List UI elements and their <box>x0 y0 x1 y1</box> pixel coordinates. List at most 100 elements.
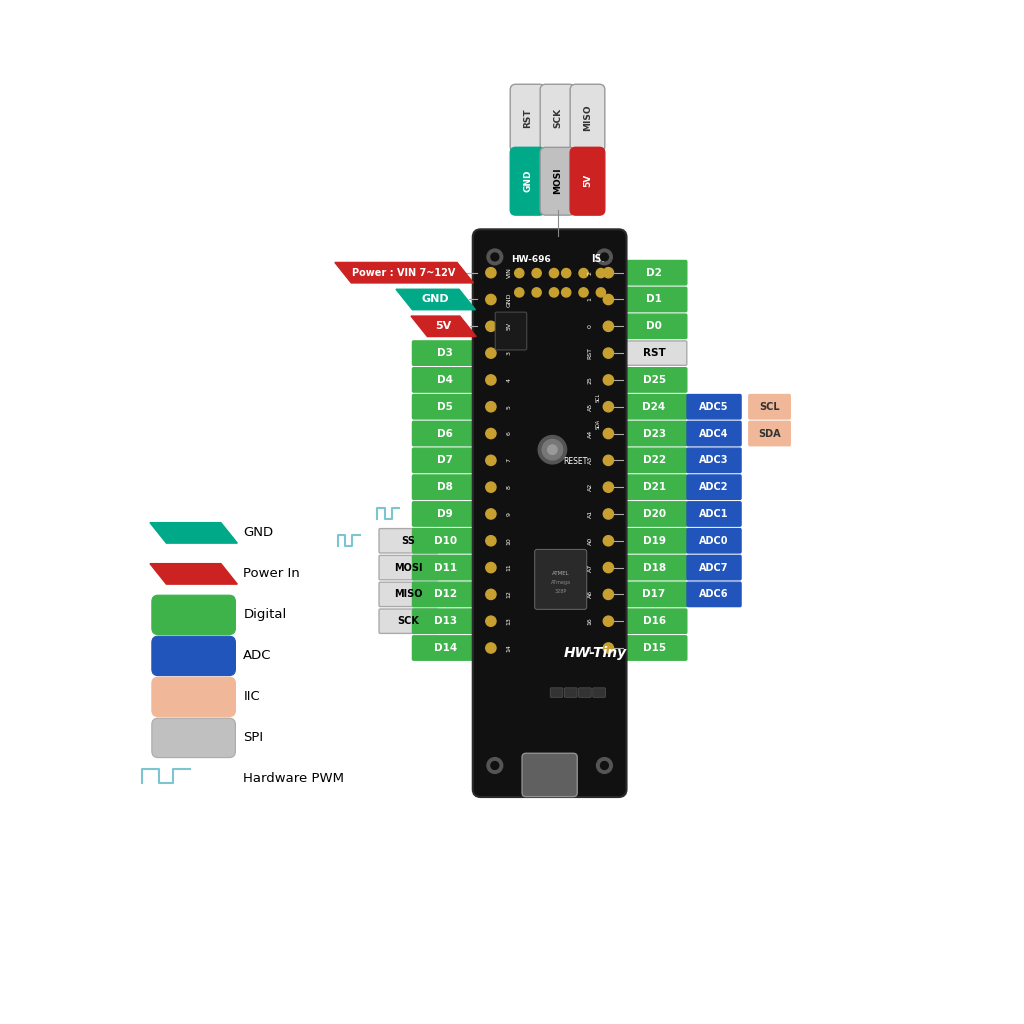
Circle shape <box>603 536 613 546</box>
Circle shape <box>515 268 524 278</box>
FancyBboxPatch shape <box>687 555 741 580</box>
Text: HW-Tiny: HW-Tiny <box>563 646 627 659</box>
Text: A6: A6 <box>588 590 593 598</box>
Circle shape <box>532 288 542 297</box>
Text: SCK: SCK <box>553 109 562 128</box>
Text: SDA: SDA <box>596 419 600 429</box>
FancyBboxPatch shape <box>622 502 687 526</box>
Text: D2: D2 <box>646 267 663 278</box>
Text: D12: D12 <box>433 590 457 599</box>
Circle shape <box>487 758 503 773</box>
FancyBboxPatch shape <box>570 147 605 215</box>
Text: SPI: SPI <box>244 731 263 744</box>
Text: 7: 7 <box>507 459 512 463</box>
FancyBboxPatch shape <box>579 688 591 697</box>
Text: Hardware PWM: Hardware PWM <box>244 772 344 785</box>
Text: MISO: MISO <box>583 104 592 131</box>
Text: ISP: ISP <box>591 254 609 264</box>
Circle shape <box>532 268 542 278</box>
Text: D21: D21 <box>642 482 666 493</box>
FancyBboxPatch shape <box>622 260 687 285</box>
Text: D6: D6 <box>437 428 453 438</box>
FancyBboxPatch shape <box>687 421 741 445</box>
Circle shape <box>539 435 566 464</box>
Text: D0: D0 <box>646 322 663 332</box>
Text: ADC0: ADC0 <box>699 536 729 546</box>
Circle shape <box>600 253 608 261</box>
FancyBboxPatch shape <box>749 421 791 445</box>
Text: RST: RST <box>523 109 532 128</box>
Text: ADC: ADC <box>244 649 271 663</box>
Text: RST: RST <box>588 347 593 359</box>
Circle shape <box>603 428 613 438</box>
FancyBboxPatch shape <box>379 528 438 553</box>
Circle shape <box>603 616 613 627</box>
Text: D1: D1 <box>646 295 663 304</box>
Text: HW-696: HW-696 <box>511 255 551 264</box>
Circle shape <box>603 267 613 278</box>
FancyBboxPatch shape <box>522 754 578 797</box>
Text: D20: D20 <box>642 509 666 519</box>
FancyBboxPatch shape <box>413 502 478 526</box>
FancyBboxPatch shape <box>622 314 687 339</box>
Text: ADC7: ADC7 <box>699 562 729 572</box>
Text: ADC5: ADC5 <box>699 401 729 412</box>
Text: RESET: RESET <box>563 457 588 466</box>
FancyBboxPatch shape <box>510 147 545 215</box>
FancyBboxPatch shape <box>687 394 741 419</box>
Text: D18: D18 <box>642 562 666 572</box>
Circle shape <box>485 589 496 599</box>
Text: SCL: SCL <box>596 392 600 401</box>
Circle shape <box>603 375 613 385</box>
Text: SS: SS <box>401 536 416 546</box>
Circle shape <box>485 562 496 572</box>
Circle shape <box>603 589 613 599</box>
FancyBboxPatch shape <box>541 147 574 215</box>
Circle shape <box>490 253 499 261</box>
Circle shape <box>597 249 612 265</box>
Text: 5: 5 <box>507 404 512 409</box>
Circle shape <box>603 348 613 358</box>
Circle shape <box>485 375 496 385</box>
Text: D5: D5 <box>437 401 453 412</box>
FancyBboxPatch shape <box>473 229 627 797</box>
FancyBboxPatch shape <box>413 394 478 419</box>
FancyBboxPatch shape <box>413 583 478 606</box>
Text: A3: A3 <box>588 457 593 465</box>
Text: D22: D22 <box>642 456 666 465</box>
FancyBboxPatch shape <box>622 368 687 392</box>
Text: 25: 25 <box>588 376 593 384</box>
FancyBboxPatch shape <box>152 595 236 635</box>
FancyBboxPatch shape <box>564 688 578 697</box>
Text: Power In: Power In <box>244 567 300 581</box>
FancyBboxPatch shape <box>570 84 605 152</box>
FancyBboxPatch shape <box>413 555 478 580</box>
Text: D9: D9 <box>437 509 453 519</box>
Text: A0: A0 <box>588 537 593 545</box>
FancyBboxPatch shape <box>687 502 741 526</box>
FancyBboxPatch shape <box>379 555 438 580</box>
Text: D7: D7 <box>437 456 454 465</box>
FancyBboxPatch shape <box>413 421 478 445</box>
Circle shape <box>485 267 496 278</box>
FancyBboxPatch shape <box>622 583 687 606</box>
Text: Digital: Digital <box>244 608 287 622</box>
Polygon shape <box>150 522 238 543</box>
Text: MISO: MISO <box>394 590 423 599</box>
Polygon shape <box>150 563 238 584</box>
Text: D8: D8 <box>437 482 453 493</box>
Circle shape <box>487 249 503 265</box>
Text: D4: D4 <box>437 375 454 385</box>
FancyBboxPatch shape <box>496 312 526 350</box>
Text: 328P: 328P <box>555 589 567 594</box>
Text: 8: 8 <box>507 485 512 489</box>
Circle shape <box>485 294 496 304</box>
Text: 6: 6 <box>507 431 512 435</box>
Text: 14: 14 <box>507 644 512 652</box>
Circle shape <box>603 401 613 412</box>
FancyBboxPatch shape <box>622 421 687 445</box>
Circle shape <box>597 758 612 773</box>
Circle shape <box>515 288 524 297</box>
Text: A5: A5 <box>588 402 593 411</box>
Text: ADC1: ADC1 <box>699 509 729 519</box>
